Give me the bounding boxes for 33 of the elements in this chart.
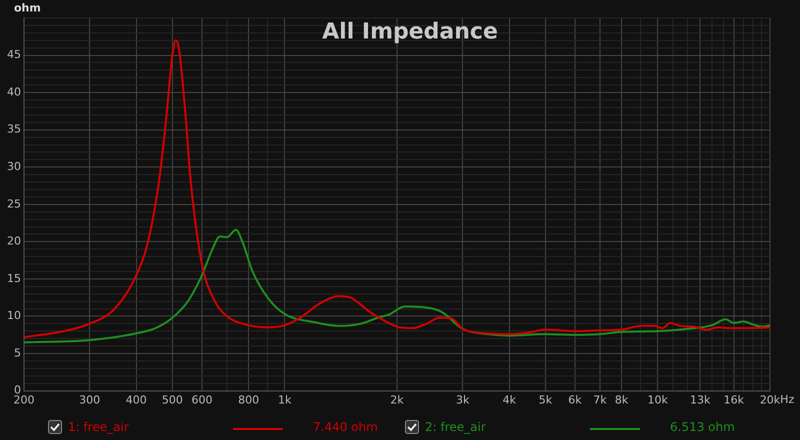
x-tick-label: 600 [191, 393, 212, 406]
y-tick-label: 45 [6, 48, 21, 62]
y-tick-label: 35 [6, 122, 21, 136]
text: 1: free_air [68, 419, 129, 436]
text: 6.513 ohm [670, 419, 735, 436]
x-axis-title: Hz [780, 393, 794, 406]
text: 7.440 ohm [313, 419, 378, 436]
text: 2: free_air [425, 419, 486, 436]
x-tick-label: 1k [278, 393, 292, 406]
x-tick-label: 20k [760, 393, 781, 406]
x-tick-label: 16k [724, 393, 745, 406]
chart-title: All Impedance [322, 20, 498, 45]
y-tick-label: 15 [6, 272, 21, 285]
x-tick-label: 400 [126, 393, 147, 406]
x-tick-label: 8k [614, 393, 629, 406]
x-tick-label: 800 [238, 393, 260, 406]
x-tick-label: 5k [538, 393, 553, 406]
y-tick-label: 10 [6, 309, 21, 322]
x-tick-label: 4k [502, 393, 517, 406]
x-tick-label: 6k [568, 393, 582, 406]
x-tick-label: 13k [690, 393, 712, 406]
y-axis-title: ohm [14, 1, 41, 14]
x-tick-label: 3k [456, 393, 470, 406]
y-tick-label: 5 [14, 346, 21, 360]
x-tick-label: 300 [79, 393, 100, 406]
y-tick-label: 30 [6, 160, 21, 173]
x-tick-label: 10k [648, 393, 669, 406]
x-tick-label: 2k [390, 393, 404, 406]
y-tick-label: 20 [6, 234, 21, 248]
x-tick-label: 500 [162, 393, 183, 406]
y-tick-label: 40 [6, 85, 21, 98]
y-tick-label: 25 [6, 197, 21, 210]
x-tick-label: 7k [593, 393, 608, 406]
